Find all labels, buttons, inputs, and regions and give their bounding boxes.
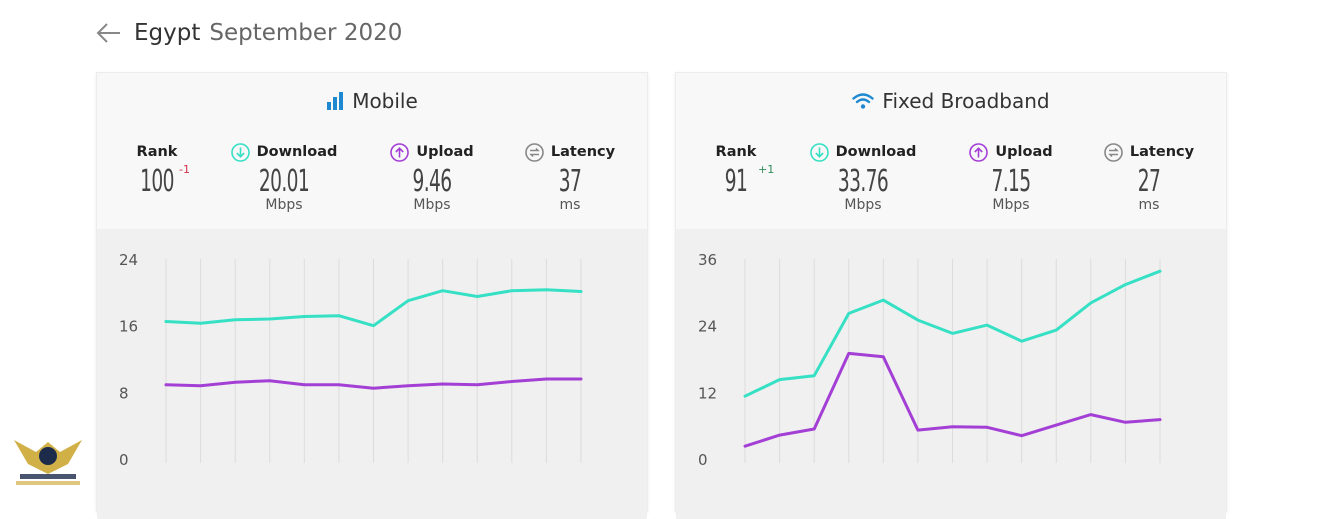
latency-unit: ms <box>1138 197 1160 213</box>
latency-icon <box>1104 142 1123 162</box>
download-value: 20.01 <box>258 164 310 199</box>
upload-label: Upload <box>995 144 1053 160</box>
y-tick-label: 24 <box>119 251 138 269</box>
fixed-title-label: Fixed Broadband <box>882 89 1050 113</box>
y-tick-label: 16 <box>119 318 138 336</box>
latency-icon <box>525 142 544 162</box>
mobile-upload: Upload 9.46 Mbps <box>382 141 482 213</box>
back-arrow-icon[interactable] <box>96 22 122 44</box>
y-tick-label: 8 <box>119 384 129 402</box>
mobile-download: Download 20.01 Mbps <box>227 141 341 213</box>
upload-unit: Mbps <box>992 197 1030 213</box>
y-tick-label: 12 <box>698 384 717 402</box>
upload-value: 9.46 <box>412 164 453 199</box>
download-line <box>743 269 1162 398</box>
fixed-broadband-card: Fixed Broadband Rank 91 +1 Download 33.7… <box>675 72 1227 519</box>
upload-unit: Mbps <box>413 197 451 213</box>
upload-line <box>164 377 583 390</box>
mobile-title-label: Mobile <box>352 89 418 113</box>
page-header: Egypt September 2020 <box>96 16 402 50</box>
forum-logo-icon <box>14 440 82 485</box>
y-tick-label: 0 <box>119 451 129 469</box>
mobile-chart-svg: 24 16 8 0 <box>119 251 583 469</box>
rank-delta: +1 <box>758 163 775 176</box>
latency-unit: ms <box>559 197 581 213</box>
signal-bars-icon <box>327 92 344 110</box>
fixed-rank: Rank 91 +1 <box>698 141 775 199</box>
mobile-latency: Latency 37 ms <box>517 141 623 213</box>
latency-label: Latency <box>1129 144 1195 160</box>
wifi-icon <box>852 93 875 109</box>
download-value: 33.76 <box>837 164 889 199</box>
rank-delta: -1 <box>179 163 190 176</box>
upload-label: Upload <box>416 144 474 160</box>
fixed-card-title: Fixed Broadband <box>676 89 1226 113</box>
fixed-chart: 36 24 12 0 <box>676 229 1226 519</box>
fixed-latency: Latency 27 ms <box>1096 141 1202 213</box>
latency-label: Latency <box>550 144 616 160</box>
y-tick-label: 36 <box>698 251 717 269</box>
mobile-rank: Rank 100 -1 <box>119 141 195 197</box>
y-tick-label: 0 <box>698 451 708 469</box>
fixed-chart-svg: 36 24 12 0 <box>698 251 1162 469</box>
download-line <box>164 288 583 328</box>
download-arrow-icon <box>230 142 250 162</box>
page-title-date: September 2020 <box>209 20 403 46</box>
rank-value: 100 <box>140 164 174 199</box>
download-unit: Mbps <box>844 197 882 213</box>
y-tick-label: 24 <box>698 318 717 336</box>
rank-label: Rank <box>715 144 757 160</box>
mobile-chart: 24 16 8 0 <box>97 229 647 519</box>
mobile-card: Mobile Rank 100 -1 Download 20.01 Mbps U… <box>96 72 648 519</box>
rank-label: Rank <box>136 144 178 160</box>
upload-line <box>743 351 1162 448</box>
upload-arrow-icon <box>390 142 410 162</box>
latency-value: 27 <box>1137 164 1161 199</box>
download-label: Download <box>256 144 338 160</box>
download-label: Download <box>835 144 917 160</box>
rank-value: 91 <box>724 164 748 199</box>
fixed-upload: Upload 7.15 Mbps <box>961 141 1061 213</box>
download-arrow-icon <box>809 142 829 162</box>
upload-arrow-icon <box>969 142 989 162</box>
upload-value: 7.15 <box>991 164 1032 199</box>
page-title-country: Egypt <box>134 20 201 46</box>
latency-value: 37 <box>558 164 582 199</box>
download-unit: Mbps <box>265 197 303 213</box>
fixed-download: Download 33.76 Mbps <box>806 141 920 213</box>
mobile-card-title: Mobile <box>97 89 647 113</box>
